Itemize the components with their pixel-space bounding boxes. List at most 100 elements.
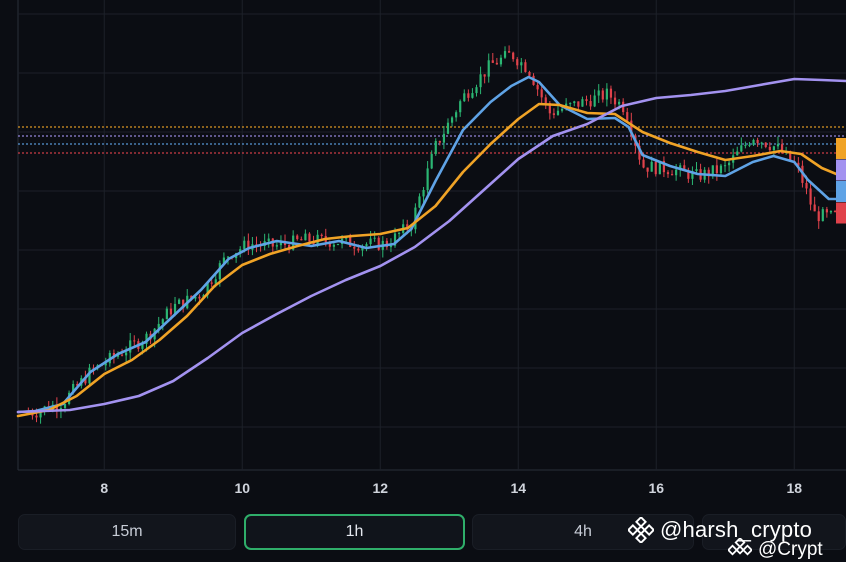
candle-body	[585, 99, 588, 102]
candle-body	[450, 117, 454, 123]
candle-body	[275, 245, 278, 247]
candle-body	[39, 411, 42, 418]
candle-body	[817, 211, 820, 222]
x-tick-label: 10	[234, 480, 250, 496]
candle-body	[397, 232, 401, 234]
candle-body	[243, 240, 246, 250]
candle-body	[296, 235, 299, 240]
candle-body	[198, 296, 201, 299]
candle-body	[430, 153, 433, 169]
candle-body	[613, 97, 617, 105]
candle-body	[752, 139, 755, 145]
candle-body	[369, 238, 372, 245]
candle-body	[756, 139, 759, 144]
candle-body	[336, 244, 340, 246]
candle-body	[573, 101, 576, 104]
x-tick-label: 18	[786, 480, 802, 496]
candle-body	[630, 120, 633, 136]
moving-averages	[16, 75, 846, 418]
candle-body	[654, 161, 657, 175]
candle-body	[35, 415, 38, 418]
candle-body	[617, 101, 621, 105]
price-tags	[836, 138, 846, 224]
candle-body	[393, 233, 397, 246]
tab-1h[interactable]: 1h	[244, 514, 465, 550]
candle-body	[507, 51, 511, 53]
candle-body	[459, 101, 462, 113]
candle-body	[658, 160, 661, 175]
candle-body	[92, 367, 95, 369]
candle-body	[711, 165, 714, 177]
candle-body	[239, 249, 242, 254]
candle-body	[129, 340, 132, 353]
price-tag	[836, 138, 846, 159]
candle-body	[442, 133, 446, 143]
candle-body	[744, 145, 747, 147]
tab-more[interactable]	[702, 514, 846, 550]
candle-body	[581, 99, 584, 107]
candle-body	[833, 210, 837, 212]
candle-body	[218, 263, 221, 280]
candle-body	[548, 103, 551, 114]
candle-body	[727, 162, 731, 166]
candle-body	[556, 110, 560, 115]
candle-body	[214, 279, 217, 284]
candle-body	[194, 296, 197, 299]
candle-body	[597, 90, 600, 96]
candle-body	[740, 145, 743, 152]
candle-body	[499, 57, 503, 65]
x-tick-label: 8	[100, 480, 108, 496]
candle-body	[373, 237, 376, 239]
candle-body	[267, 238, 270, 242]
moving-average-line	[16, 77, 846, 414]
candle-body	[544, 97, 547, 104]
candle-body	[308, 233, 311, 242]
candle-body	[418, 196, 421, 208]
candle-body	[825, 209, 828, 213]
candle-body	[483, 74, 486, 77]
candle-body	[809, 188, 812, 205]
candle-body	[577, 101, 580, 107]
tab-15m[interactable]: 15m	[18, 514, 236, 550]
chart-background	[0, 0, 846, 510]
candle-body	[177, 299, 181, 304]
candle-body	[666, 172, 670, 175]
tab-4h[interactable]: 4h	[472, 514, 694, 550]
x-tick-label: 12	[372, 480, 388, 496]
candle-body	[182, 299, 185, 309]
candle-body	[626, 112, 629, 121]
candle-body	[446, 122, 450, 134]
candle-body	[173, 303, 177, 315]
candle-body	[377, 237, 380, 250]
candle-body	[719, 165, 723, 174]
candle-body	[255, 244, 258, 246]
candle-body	[210, 282, 213, 284]
candle-body	[349, 236, 352, 247]
candle-body	[675, 169, 678, 176]
candle-body	[609, 88, 613, 98]
candle-body	[328, 241, 331, 247]
candle-body	[104, 363, 107, 366]
candle-body	[829, 210, 833, 213]
candle-body	[467, 93, 470, 98]
candle-body	[736, 151, 739, 156]
candle-body	[516, 59, 519, 66]
candle-body	[691, 171, 694, 179]
candle-body	[222, 257, 226, 264]
candle-body	[776, 144, 780, 147]
candle-body	[670, 174, 674, 176]
candle-body	[361, 246, 364, 251]
candle-body	[569, 103, 572, 105]
candle-body	[125, 352, 128, 356]
candle-body	[157, 323, 160, 329]
candle-body	[300, 239, 303, 241]
candle-body	[133, 340, 136, 342]
candle-body	[389, 245, 393, 248]
candle-body	[455, 112, 458, 118]
price-chart[interactable]: 8 10 12 14 16 18	[0, 0, 846, 510]
candle-body	[772, 146, 776, 151]
candle-body	[601, 90, 604, 100]
candle-body	[316, 234, 319, 245]
candle-body	[695, 169, 698, 172]
candle-body	[524, 62, 527, 72]
